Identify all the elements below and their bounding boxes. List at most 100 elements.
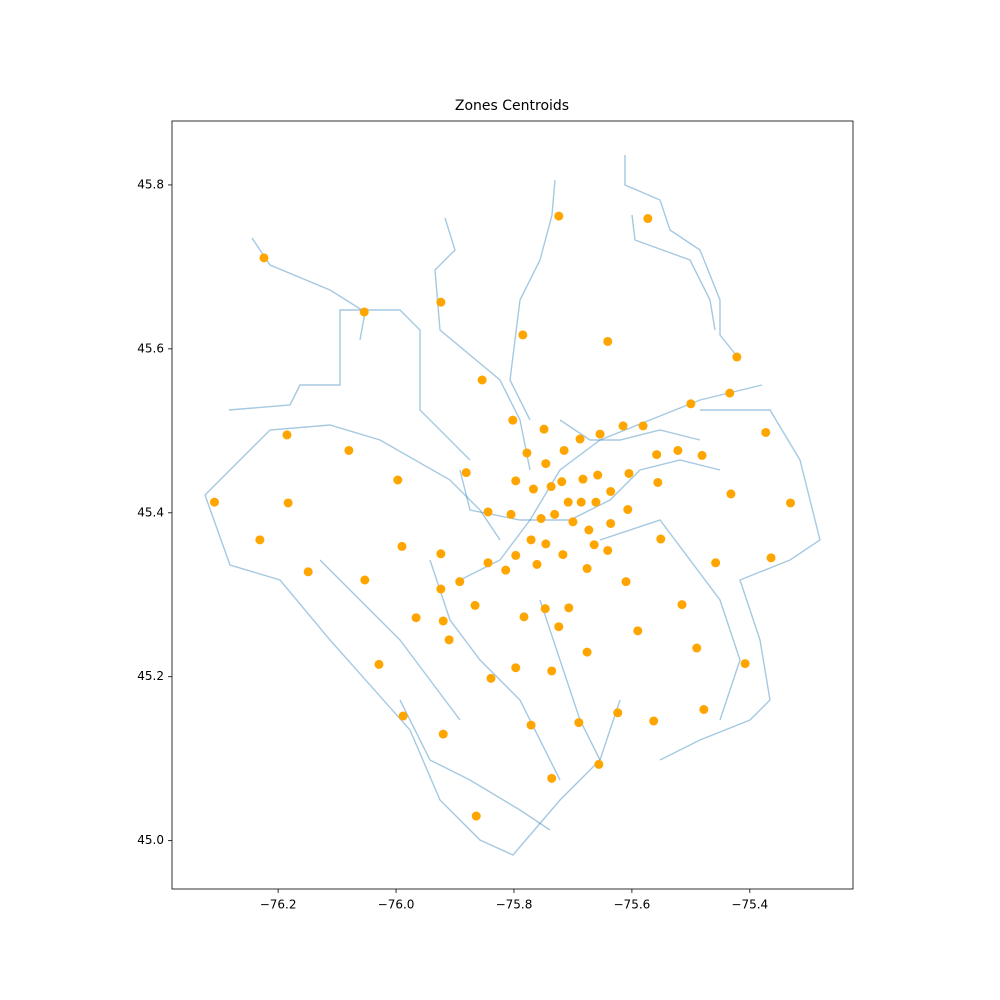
centroid-point xyxy=(259,253,269,263)
x-tick-label: −75.6 xyxy=(614,898,651,912)
centroid-point xyxy=(470,600,480,610)
x-tick-label: −75.4 xyxy=(731,898,768,912)
y-tick-label: 45.8 xyxy=(137,177,164,191)
centroid-point xyxy=(541,459,551,469)
centroid-point xyxy=(436,549,446,559)
centroid-point xyxy=(436,297,446,307)
centroid-point xyxy=(686,399,696,409)
centroid-point xyxy=(633,626,643,636)
centroid-point xyxy=(554,622,564,632)
centroid-point xyxy=(436,584,446,594)
centroid-point xyxy=(697,450,707,460)
centroid-point xyxy=(536,514,546,524)
centroid-point xyxy=(563,497,573,507)
centroid-point xyxy=(547,773,557,783)
centroid-point xyxy=(564,603,574,613)
centroid-point xyxy=(576,497,586,507)
y-tick-label: 45.6 xyxy=(137,341,164,355)
centroid-point xyxy=(699,704,709,714)
centroid-point xyxy=(374,659,384,669)
centroid-point xyxy=(595,429,605,439)
centroid-point xyxy=(526,535,536,545)
centroid-point xyxy=(344,445,354,455)
centroid-point xyxy=(582,564,592,574)
centroid-point xyxy=(623,505,633,515)
centroid-point xyxy=(303,567,313,577)
centroid-point xyxy=(540,604,550,614)
centroid-point xyxy=(397,541,407,551)
centroid-point xyxy=(643,214,653,224)
centroid-point xyxy=(471,811,481,821)
centroid-point xyxy=(578,474,588,484)
x-tick-label: −76.2 xyxy=(260,898,297,912)
centroid-point xyxy=(486,673,496,683)
x-tick-label: −75.8 xyxy=(496,898,533,912)
centroid-point xyxy=(411,613,421,623)
centroid-point xyxy=(359,307,369,317)
centroid-point xyxy=(584,525,594,535)
centroid-point xyxy=(546,482,556,492)
centroid-point xyxy=(550,509,560,519)
centroid-point xyxy=(653,477,663,487)
centroid-point xyxy=(624,468,634,478)
centroid-point xyxy=(539,424,549,434)
centroid-point xyxy=(606,486,616,496)
centroid-point xyxy=(621,577,631,587)
centroid-point xyxy=(766,553,776,563)
centroid-point xyxy=(725,388,735,398)
centroid-point xyxy=(282,430,292,440)
centroid-point xyxy=(506,509,516,519)
centroid-point xyxy=(638,421,648,431)
centroid-point xyxy=(591,497,601,507)
centroid-point xyxy=(613,708,623,718)
x-tick-label: −76.0 xyxy=(378,898,415,912)
centroid-point xyxy=(593,470,603,480)
centroid-point xyxy=(522,448,532,458)
centroid-point xyxy=(649,716,659,726)
centroid-point xyxy=(508,415,518,425)
centroid-point xyxy=(692,643,702,653)
centroid-point xyxy=(501,565,511,575)
centroid-point xyxy=(673,445,683,455)
plot-frame xyxy=(171,120,854,890)
centroid-point xyxy=(594,759,604,769)
centroid-point xyxy=(541,539,551,549)
centroid-point xyxy=(559,445,569,455)
y-tick-label: 45.2 xyxy=(137,669,164,683)
centroid-point xyxy=(360,575,370,585)
centroid-point xyxy=(574,718,584,728)
centroid-point xyxy=(589,540,599,550)
centroid-point xyxy=(603,336,613,346)
centroid-point xyxy=(518,330,528,340)
centroid-point xyxy=(558,550,568,560)
centroid-point xyxy=(554,211,564,221)
centroid-point xyxy=(528,484,538,494)
road-network xyxy=(204,155,821,856)
centroid-point xyxy=(603,545,613,555)
centroid-point xyxy=(656,534,666,544)
centroid-point xyxy=(547,666,557,676)
centroid-point xyxy=(761,427,771,437)
centroid-point xyxy=(444,635,454,645)
chart-title: Zones Centroids xyxy=(455,98,569,114)
centroid-point xyxy=(557,477,567,487)
centroid-point xyxy=(732,352,742,362)
centroid-point xyxy=(511,663,521,673)
centroid-point xyxy=(283,498,293,508)
centroid-point xyxy=(786,498,796,508)
centroid-point xyxy=(677,600,687,610)
centroid-point xyxy=(526,720,536,730)
centroid-point xyxy=(393,475,403,485)
centroid-point xyxy=(652,450,662,460)
centroid-point xyxy=(711,558,721,568)
centroid-point xyxy=(477,375,487,385)
centroid-point xyxy=(740,659,750,669)
centroid-point xyxy=(438,616,448,626)
centroid-point xyxy=(438,729,448,739)
centroid-point xyxy=(255,535,265,545)
centroid-point xyxy=(511,550,521,560)
centroid-point xyxy=(575,434,585,444)
centroid-point xyxy=(455,577,465,587)
centroid-point xyxy=(532,559,542,569)
